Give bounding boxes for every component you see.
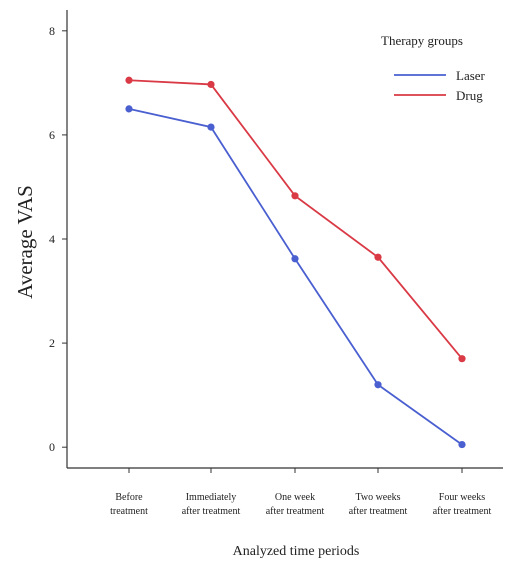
x-tick-label: Before treatment: [110, 492, 148, 517]
data-point-laser: [291, 255, 299, 263]
x-tick-label-line: after treatment: [266, 506, 325, 517]
data-point-drug: [125, 76, 133, 84]
series-line-laser: [128, 108, 463, 446]
x-tick-label-line: treatment: [110, 506, 148, 517]
x-tick-label: Two weeks after treatment: [349, 492, 408, 517]
x-tick-label-line: after treatment: [349, 506, 408, 517]
y-tick-label: 0: [49, 440, 55, 454]
data-point-drug: [291, 192, 299, 200]
x-tick-label-line: after treatment: [182, 506, 241, 517]
data-point-drug: [374, 253, 382, 261]
x-tick-label-line: Four weeks: [439, 492, 485, 503]
x-axis-ticks: Before treatment Immediately after treatmen…: [110, 468, 492, 517]
y-tick-label: 4: [49, 232, 55, 246]
series-line-drug: [128, 79, 463, 360]
x-tick-label-line: Immediately: [186, 492, 237, 503]
legend: Therapy groups Laser Drug: [381, 33, 486, 103]
x-tick-label-line: Two weeks: [355, 492, 400, 503]
data-point-laser: [207, 123, 215, 131]
y-tick-label: 8: [49, 24, 55, 38]
y-tick-label: 2: [49, 336, 55, 350]
x-tick-label: One week after treatment: [266, 492, 325, 517]
x-tick-label: Four weeks after treatment: [433, 492, 492, 517]
legend-title: Therapy groups: [381, 33, 463, 48]
x-axis-title: Analyzed time periods: [233, 544, 360, 559]
x-tick-label-line: after treatment: [433, 506, 492, 517]
y-axis-ticks: 0 2 4 6 8: [49, 24, 67, 454]
data-point-laser: [458, 440, 466, 449]
chart-axes: [66, 10, 503, 469]
data-point-drug: [207, 80, 215, 89]
data-point-laser: [374, 381, 382, 389]
series-layer: [125, 76, 466, 449]
legend-label-drug: Drug: [456, 88, 483, 103]
x-tick-label: Immediately after treatment: [182, 492, 241, 517]
data-point-drug: [458, 355, 466, 363]
x-tick-label-line: Before: [115, 492, 143, 503]
y-axis-title: Average VAS: [13, 185, 37, 299]
x-tick-label-line: One week: [275, 492, 315, 503]
data-point-laser: [125, 105, 133, 113]
y-tick-label: 6: [49, 128, 55, 142]
legend-label-laser: Laser: [456, 68, 486, 83]
